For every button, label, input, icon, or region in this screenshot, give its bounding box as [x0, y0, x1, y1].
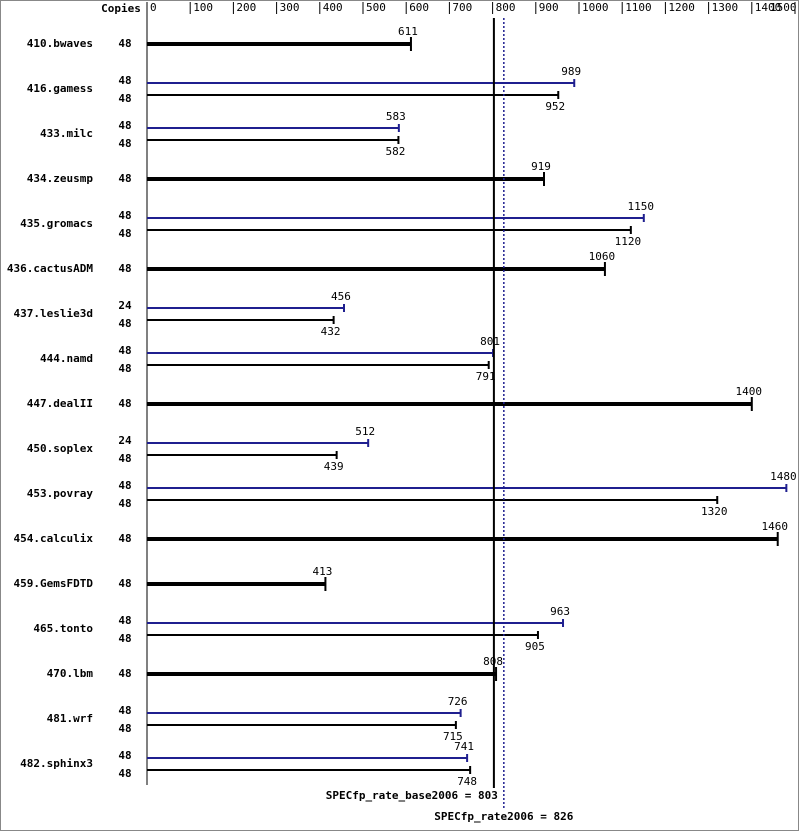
base-copies: 48: [118, 497, 131, 510]
base-copies: 48: [118, 227, 131, 240]
base-copies: 48: [118, 362, 131, 375]
base-copies: 48: [118, 92, 131, 105]
base-copies: 48: [118, 317, 131, 330]
value-label: 1060: [589, 250, 616, 263]
peak-value-label: 1150: [628, 200, 655, 213]
base-copies: 48: [118, 452, 131, 465]
peak-copies: 48: [118, 344, 131, 357]
benchmark-name: 481.wrf: [47, 712, 93, 725]
base-value-label: 952: [545, 100, 565, 113]
x-tick-label: 1300: [712, 1, 739, 14]
peak-value-label: 512: [355, 425, 375, 438]
peak-copies: 48: [118, 74, 131, 87]
base-value-label: 582: [385, 145, 405, 158]
base-value-label: 715: [443, 730, 463, 743]
benchmark-name: 410.bwaves: [27, 37, 93, 50]
peak-copies: 24: [118, 434, 132, 447]
x-tick-label: 300: [280, 1, 300, 14]
benchmark-name: 434.zeusmp: [27, 172, 94, 185]
x-tick-label: 900: [539, 1, 559, 14]
base-value-label: 432: [321, 325, 341, 338]
peak-value-label: 456: [331, 290, 351, 303]
copies: 48: [118, 667, 131, 680]
peak-value-label: 801: [480, 335, 500, 348]
peak-copies: 48: [118, 119, 131, 132]
x-tick-label: 200: [236, 1, 256, 14]
copies: 48: [118, 262, 131, 275]
peak-value-label: 963: [550, 605, 570, 618]
copies: 48: [118, 37, 131, 50]
benchmark-name: 453.povray: [27, 487, 94, 500]
reference-label: SPECfp_rate_base2006 = 803: [326, 789, 498, 802]
x-tick-label: 0: [150, 1, 157, 14]
value-label: 1400: [736, 385, 763, 398]
base-value-label: 748: [457, 775, 477, 788]
x-tick-label: 600: [409, 1, 429, 14]
base-copies: 48: [118, 722, 131, 735]
benchmark-name: 437.leslie3d: [14, 307, 93, 320]
benchmark-name: 465.tonto: [33, 622, 93, 635]
x-tick-label: 1200: [668, 1, 695, 14]
base-value-label: 791: [476, 370, 496, 383]
peak-value-label: 726: [448, 695, 468, 708]
base-copies: 48: [118, 632, 131, 645]
peak-copies: 48: [118, 749, 131, 762]
benchmark-name: 482.sphinx3: [20, 757, 93, 770]
peak-value-label: 989: [561, 65, 581, 78]
x-tick-label: 400: [323, 1, 343, 14]
peak-copies: 48: [118, 479, 131, 492]
peak-copies: 48: [118, 704, 131, 717]
x-tick-label: 1100: [625, 1, 652, 14]
benchmark-name: 450.soplex: [27, 442, 94, 455]
benchmark-name: 433.milc: [40, 127, 93, 140]
benchmark-name: 459.GemsFDTD: [14, 577, 94, 590]
value-label: 611: [398, 25, 418, 38]
value-label: 919: [531, 160, 551, 173]
base-value-label: 1120: [615, 235, 642, 248]
benchmark-name: 470.lbm: [47, 667, 94, 680]
peak-value-label: 741: [454, 740, 474, 753]
x-tick-label: 1400: [755, 1, 782, 14]
value-label: 413: [312, 565, 332, 578]
copies: 48: [118, 577, 131, 590]
benchmark-name: 454.calculix: [14, 532, 94, 545]
benchmark-name: 444.namd: [40, 352, 93, 365]
copies: 48: [118, 532, 131, 545]
base-value-label: 905: [525, 640, 545, 653]
value-label: 1460: [761, 520, 788, 533]
base-value-label: 1320: [701, 505, 728, 518]
peak-value-label: 583: [386, 110, 406, 123]
x-tick-label: 800: [496, 1, 516, 14]
benchmark-name: 447.dealII: [27, 397, 93, 410]
copies-header: Copies: [101, 2, 141, 15]
peak-copies: 24: [118, 299, 132, 312]
base-value-label: 439: [324, 460, 344, 473]
benchmark-name: 435.gromacs: [20, 217, 93, 230]
x-tick-label: 500: [366, 1, 386, 14]
copies: 48: [118, 397, 131, 410]
benchmark-name: 436.cactusADM: [7, 262, 93, 275]
x-tick-label: 700: [452, 1, 472, 14]
peak-value-label: 1480: [770, 470, 797, 483]
x-tick-label: 1500: [770, 1, 797, 14]
base-copies: 48: [118, 137, 131, 150]
reference-label: SPECfp_rate2006 = 826: [434, 810, 573, 823]
base-copies: 48: [118, 767, 131, 780]
x-tick-label: 100: [193, 1, 213, 14]
x-tick-label: 1000: [582, 1, 609, 14]
benchmark-name: 416.gamess: [27, 82, 93, 95]
peak-copies: 48: [118, 614, 131, 627]
copies: 48: [118, 172, 131, 185]
peak-copies: 48: [118, 209, 131, 222]
